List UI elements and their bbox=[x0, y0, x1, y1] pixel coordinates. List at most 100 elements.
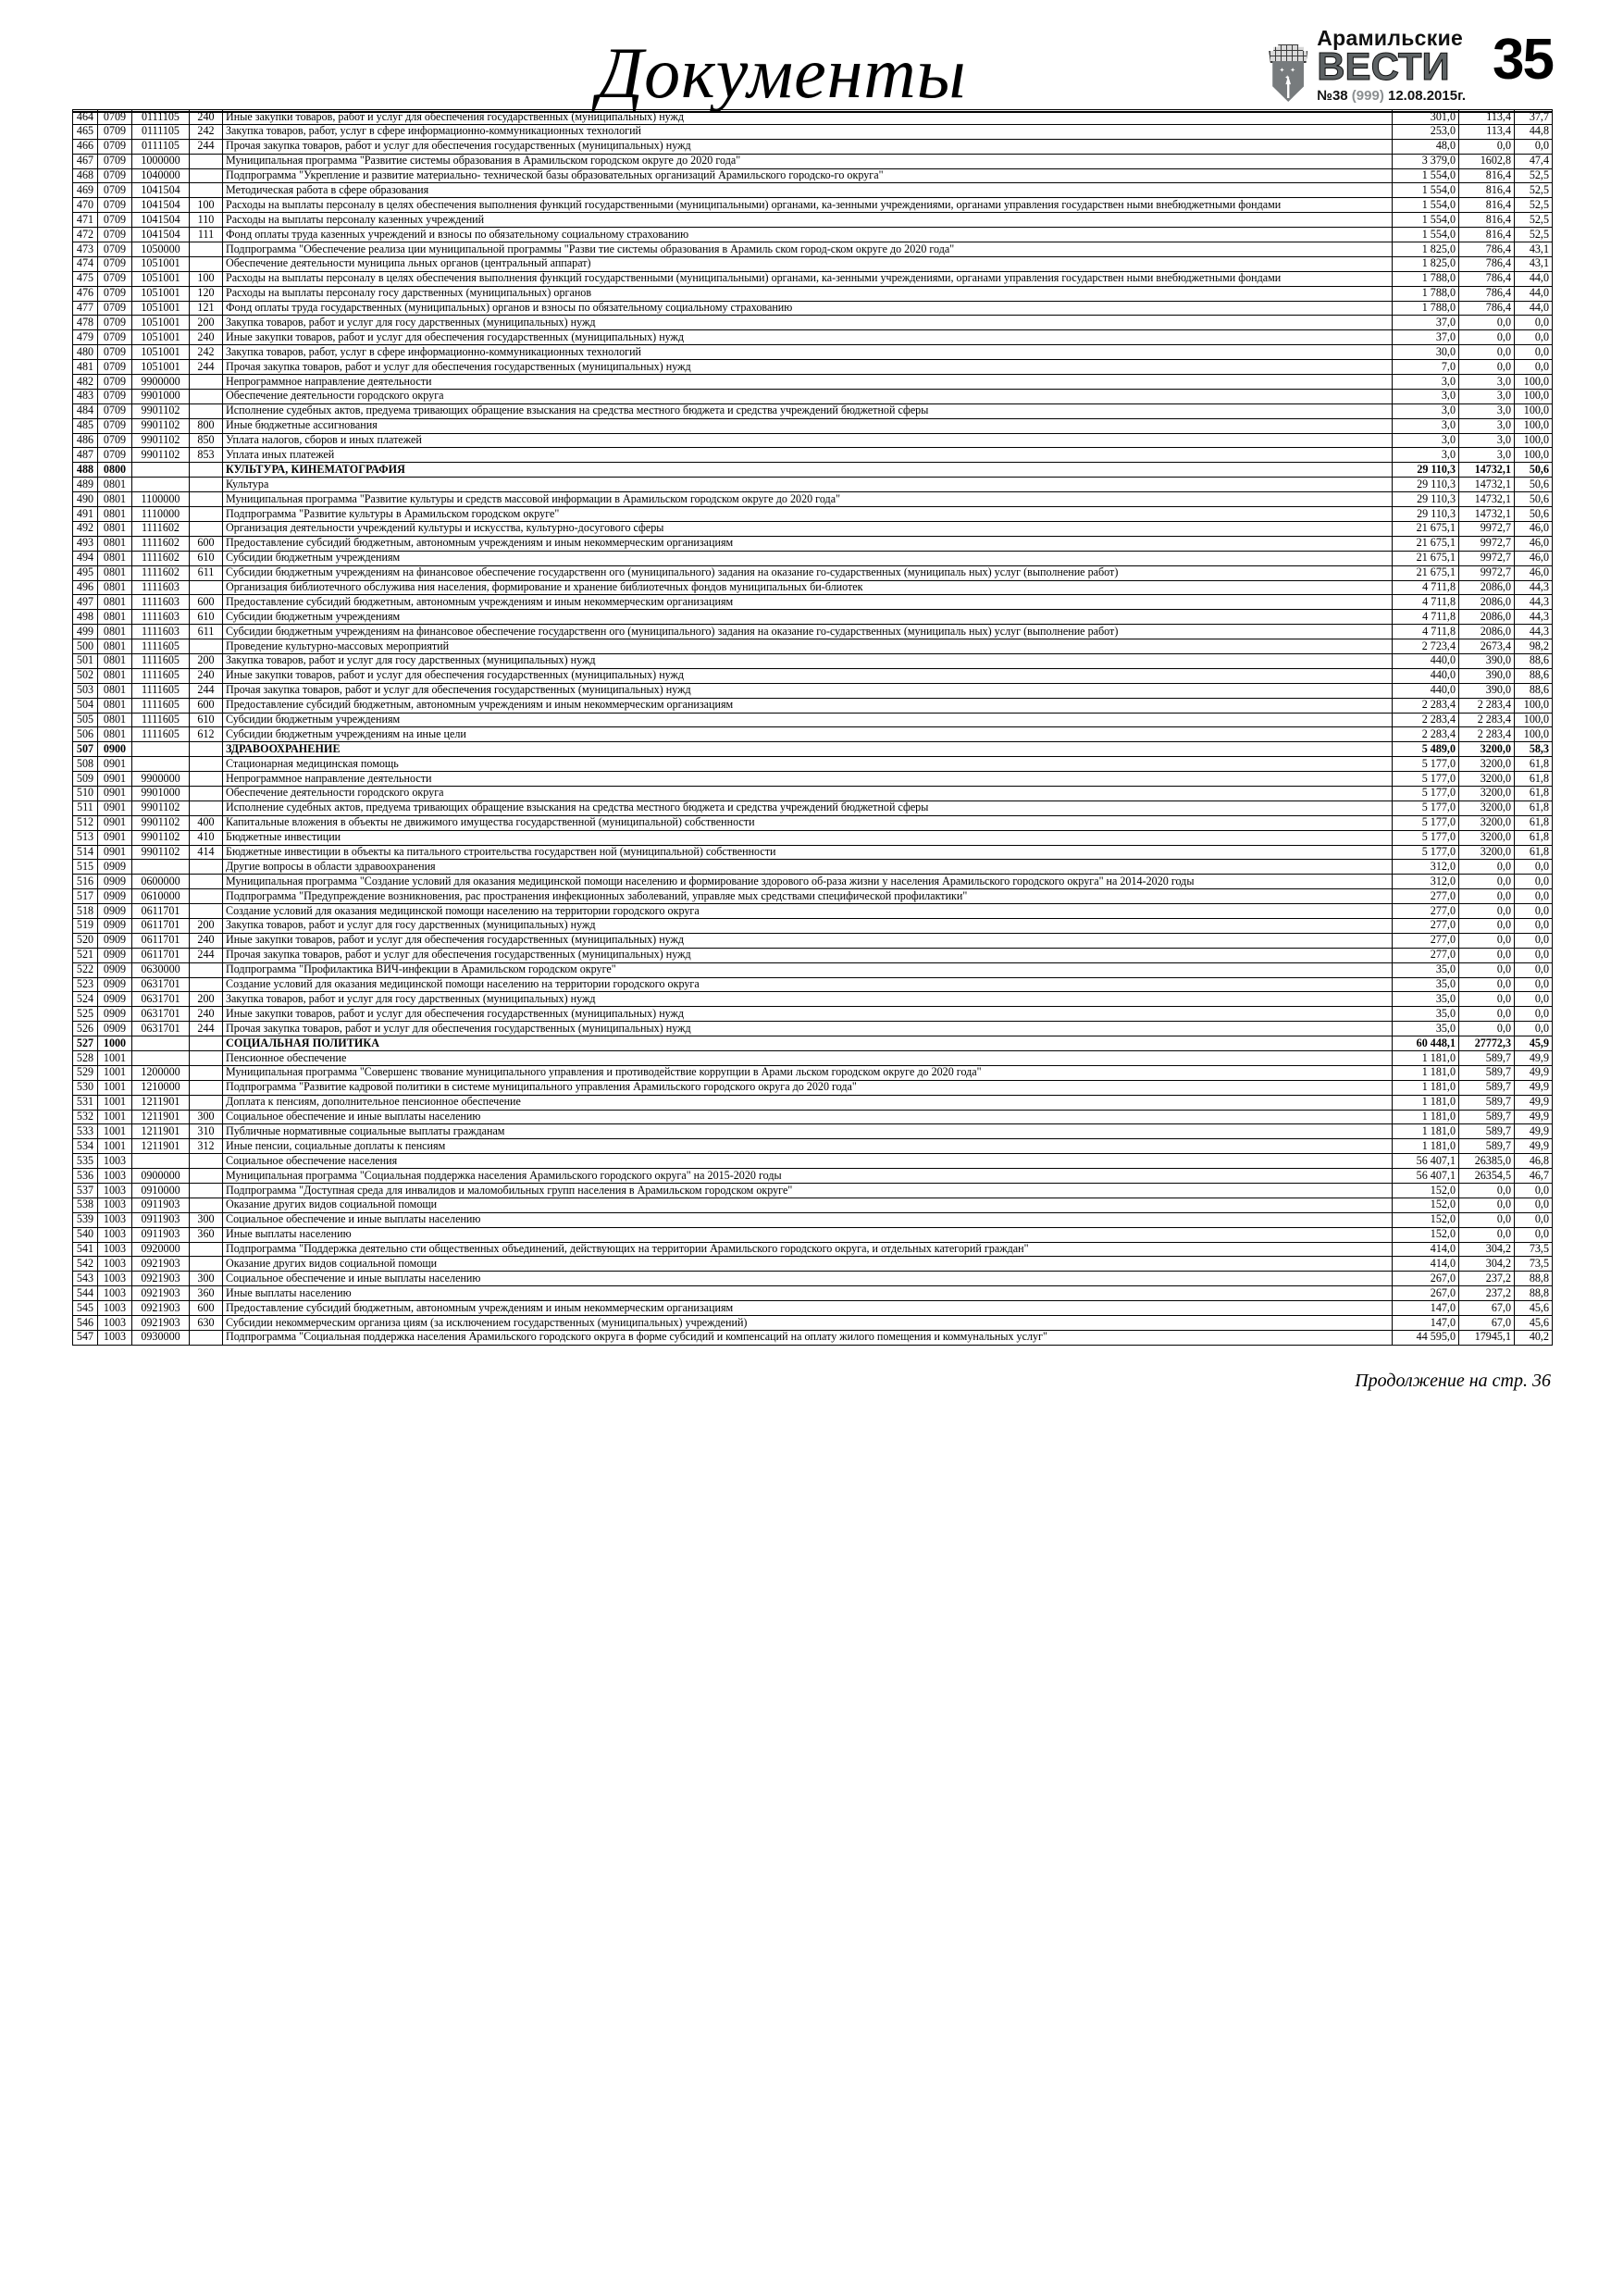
row-fact: 3,0 bbox=[1458, 417, 1515, 434]
row-class: 9901102 bbox=[131, 800, 190, 816]
row-percent: 0,0 bbox=[1514, 315, 1553, 331]
brand-name-line2: ВЕСТИ bbox=[1317, 44, 1450, 88]
row-fact: 0,0 bbox=[1458, 874, 1515, 890]
row-exp-type bbox=[189, 903, 223, 919]
row-name: Закупка товаров, работ и услуг для госу … bbox=[222, 315, 1393, 331]
table-row: 490 0801 1100000 Муниципальная программа "Р… bbox=[72, 491, 1553, 508]
row-percent: 100,0 bbox=[1514, 388, 1553, 404]
row-exp-type bbox=[189, 859, 223, 875]
row-number: 521 bbox=[72, 947, 98, 963]
row-number: 528 bbox=[72, 1050, 98, 1066]
row-percent: 44,0 bbox=[1514, 300, 1553, 316]
issue-number: №38 bbox=[1317, 88, 1348, 104]
row-section: 0901 bbox=[97, 800, 132, 816]
row-name: Стационарная медицинская помощь bbox=[222, 756, 1393, 773]
row-number: 465 bbox=[72, 123, 98, 140]
row-section: 0709 bbox=[97, 182, 132, 199]
row-section: 0709 bbox=[97, 374, 132, 390]
row-exp-type bbox=[189, 182, 223, 199]
row-number: 477 bbox=[72, 300, 98, 316]
row-fact: 304,2 bbox=[1458, 1241, 1515, 1258]
row-name: Субсидии бюджетным учреждениям на финанс… bbox=[222, 624, 1393, 640]
row-number: 533 bbox=[72, 1123, 98, 1140]
row-class bbox=[131, 462, 190, 478]
row-number: 512 bbox=[72, 814, 98, 831]
row-class: 0930000 bbox=[131, 1329, 190, 1346]
page-title: Документы bbox=[597, 32, 967, 113]
row-fact: 2086,0 bbox=[1458, 624, 1515, 640]
table-row: 478 0709 1051001 200 Закупка товаров, работ … bbox=[72, 315, 1553, 331]
row-name: Подпрограмма "Социальная поддержка насел… bbox=[222, 1329, 1393, 1346]
row-exp-type: 200 bbox=[189, 991, 223, 1008]
row-section: 0709 bbox=[97, 432, 132, 449]
row-fact: 67,0 bbox=[1458, 1315, 1515, 1331]
row-name: Уплата налогов, сборов и иных платежей bbox=[222, 432, 1393, 449]
row-class: 1040000 bbox=[131, 168, 190, 184]
row-section: 0709 bbox=[97, 227, 132, 243]
row-number: 542 bbox=[72, 1256, 98, 1272]
table-row: 486 0709 9901102 850 Уплата налогов, сборов … bbox=[72, 432, 1553, 449]
row-section: 1003 bbox=[97, 1315, 132, 1331]
row-percent: 52,5 bbox=[1514, 168, 1553, 184]
row-section: 0709 bbox=[97, 359, 132, 376]
row-section: 0909 bbox=[97, 1021, 132, 1037]
row-name: Субсидии бюджетным учреждениям на финанс… bbox=[222, 565, 1393, 581]
row-section: 1003 bbox=[97, 1271, 132, 1287]
table-row: 533 1001 1211901 310 Публичные нормативные с… bbox=[72, 1123, 1553, 1140]
row-percent: 0,0 bbox=[1514, 932, 1553, 949]
row-class bbox=[131, 756, 190, 773]
row-percent: 100,0 bbox=[1514, 447, 1553, 464]
row-plan: 312,0 bbox=[1392, 859, 1459, 875]
row-section: 0709 bbox=[97, 138, 132, 155]
row-exp-type bbox=[189, 403, 223, 419]
row-fact: 390,0 bbox=[1458, 682, 1515, 699]
row-percent: 44,3 bbox=[1514, 624, 1553, 640]
row-name: СОЦИАЛЬНАЯ ПОЛИТИКА bbox=[222, 1036, 1393, 1051]
row-number: 468 bbox=[72, 168, 98, 184]
row-section: 0909 bbox=[97, 874, 132, 890]
row-exp-type: 630 bbox=[189, 1315, 223, 1331]
row-plan: 3 379,0 bbox=[1392, 153, 1459, 169]
row-class: 1051001 bbox=[131, 315, 190, 331]
row-plan: 44 595,0 bbox=[1392, 1329, 1459, 1346]
table-row: 496 0801 1111603 Организация библиотечного … bbox=[72, 579, 1553, 596]
row-number: 486 bbox=[72, 432, 98, 449]
row-class: 0610000 bbox=[131, 888, 190, 905]
row-exp-type: 610 bbox=[189, 609, 223, 626]
row-name: Оказание других видов социальной помощи bbox=[222, 1197, 1393, 1213]
row-number: 503 bbox=[72, 682, 98, 699]
row-section: 1001 bbox=[97, 1064, 132, 1081]
row-number: 487 bbox=[72, 447, 98, 464]
table-row: 514 0901 9901102 414 Бюджетные инвестиции в … bbox=[72, 844, 1553, 861]
row-exp-type bbox=[189, 1036, 223, 1051]
row-name: Проведение культурно-массовых мероприяти… bbox=[222, 639, 1393, 654]
row-name: Прочая закупка товаров, работ и услуг дл… bbox=[222, 682, 1393, 699]
row-class: 1110000 bbox=[131, 506, 190, 522]
row-percent: 45,6 bbox=[1514, 1300, 1553, 1317]
row-percent: 0,0 bbox=[1514, 976, 1553, 993]
table-row: 537 1003 0910000 Подпрограмма "Доступная ср… bbox=[72, 1183, 1553, 1198]
brand-text: Арамильские ВЕСТИ №38 (999) 12.08.2015г. bbox=[1317, 27, 1466, 105]
row-exp-type bbox=[189, 1079, 223, 1096]
row-name: Фонд оплаты труда казенных учреждений и … bbox=[222, 227, 1393, 243]
row-plan: 312,0 bbox=[1392, 874, 1459, 890]
table-row: 538 1003 0911903 Оказание других видов соци… bbox=[72, 1197, 1553, 1213]
row-fact: 0,0 bbox=[1458, 1211, 1515, 1228]
row-percent: 49,9 bbox=[1514, 1123, 1553, 1140]
row-number: 511 bbox=[72, 800, 98, 816]
continuation-note: Продолжение на стр. 36 bbox=[1355, 1370, 1551, 1391]
row-number: 531 bbox=[72, 1094, 98, 1111]
row-class: 9901102 bbox=[131, 844, 190, 861]
table-row: 531 1001 1211901 Доплата к пенсиям, дополни… bbox=[72, 1094, 1553, 1111]
row-plan: 3,0 bbox=[1392, 403, 1459, 419]
row-name: Муниципальная программа "Создание услови… bbox=[222, 874, 1393, 890]
table-row: 494 0801 1111602 610 Субсидии бюджетным учре… bbox=[72, 550, 1553, 566]
row-name: Обеспечение деятельности городского окру… bbox=[222, 785, 1393, 801]
row-percent: 0,0 bbox=[1514, 903, 1553, 919]
row-percent: 0,0 bbox=[1514, 1226, 1553, 1243]
row-section: 0801 bbox=[97, 579, 132, 596]
row-class: 1111603 bbox=[131, 609, 190, 626]
row-plan: 267,0 bbox=[1392, 1271, 1459, 1287]
row-fact: 786,4 bbox=[1458, 270, 1515, 287]
